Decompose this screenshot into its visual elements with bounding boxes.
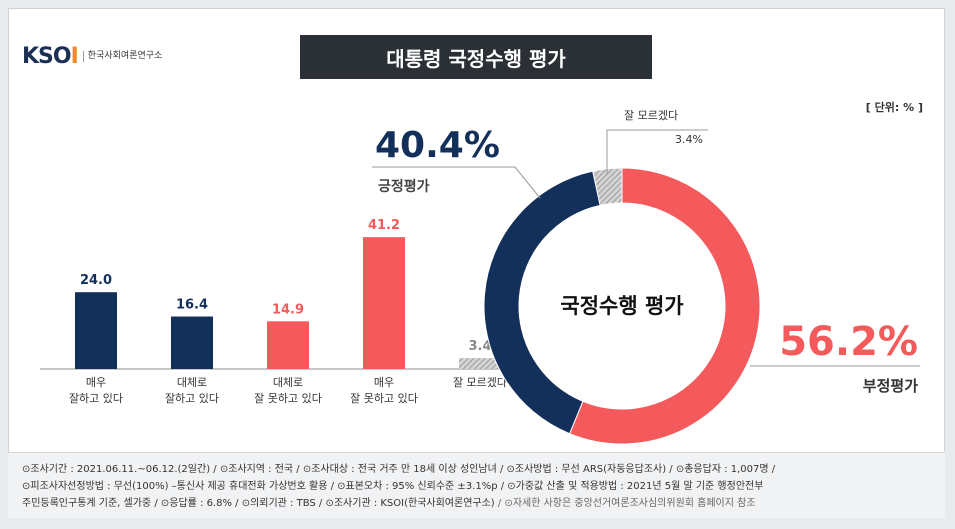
bar-category-label-4-0: 잘 모르겠다 (453, 376, 507, 389)
positive-leader-line (372, 166, 541, 199)
bar-category-label-2-1: 잘 못하고 있다 (254, 391, 322, 405)
bar-value-label-0: 24.0 (80, 273, 112, 288)
bar-category-label-1-0: 대체로 (177, 376, 207, 389)
bar-category-label-0-1: 잘하고 있다 (69, 391, 123, 405)
bar-category-label-1-1: 잘하고 있다 (165, 391, 219, 405)
footer-line-1: ⊙조사기간 : 2021.06.11.~06.12.(2일간) / ⊙조사지역 … (22, 464, 776, 475)
bar-1 (171, 316, 213, 369)
footer-line-3: 주민등록인구통계 기준, 셀가중 / ⊙응답률 : 6.8% / ⊙의뢰기관 :… (22, 498, 756, 509)
negative-name-label: 부정평가 (863, 377, 918, 395)
bar-4 (459, 358, 501, 369)
bar-category-label-2-0: 대체로 (273, 376, 303, 389)
bar-value-label-4: 3.4 (468, 339, 491, 354)
unit-label: [ 단위: % ] (865, 101, 923, 114)
negative-percent-label: 56.2% (779, 319, 918, 365)
bar-value-label-1: 16.4 (176, 298, 208, 313)
bar-2 (267, 321, 309, 369)
bar-value-label-3: 41.2 (368, 218, 400, 233)
positive-percent-label: 40.4% (375, 125, 500, 166)
bar-category-label-0-0: 매우 (86, 376, 106, 389)
donut-center-label: 국정수행 평가 (560, 294, 684, 318)
logo-wordmark: KSOI (22, 44, 79, 69)
bar-value-label-2: 14.9 (272, 302, 304, 317)
positive-name-label: 긍정평가 (378, 178, 430, 195)
logo: KSOI 한국사회여론연구소 (22, 44, 162, 69)
footer-line-2: ⊙피조사자선정방법 : 무선(100%) –통신사 제공 휴대전화 가상번호 활… (22, 481, 764, 492)
bar-0 (75, 292, 117, 369)
page-title: 대통령 국정수행 평가 (300, 35, 652, 79)
logo-org-name: 한국사회여론연구소 (82, 51, 162, 62)
chart-frame (8, 8, 945, 518)
dontknow-leader-line (606, 129, 708, 174)
dontknow-name-label: 잘 모르겠다 (624, 109, 678, 122)
bar-category-label-3-1: 잘 못하고 있다 (350, 391, 418, 405)
bar-category-label-3-0: 매우 (374, 376, 394, 389)
survey-footer: ⊙조사기간 : 2021.06.11.~06.12.(2일간) / ⊙조사지역 … (8, 452, 945, 518)
donut-slice-1 (483, 170, 601, 435)
dontknow-percent-label: 3.4% (675, 133, 703, 146)
bar-3 (363, 237, 405, 369)
donut-slice-2 (592, 167, 623, 206)
donut-slice-0 (568, 167, 761, 445)
